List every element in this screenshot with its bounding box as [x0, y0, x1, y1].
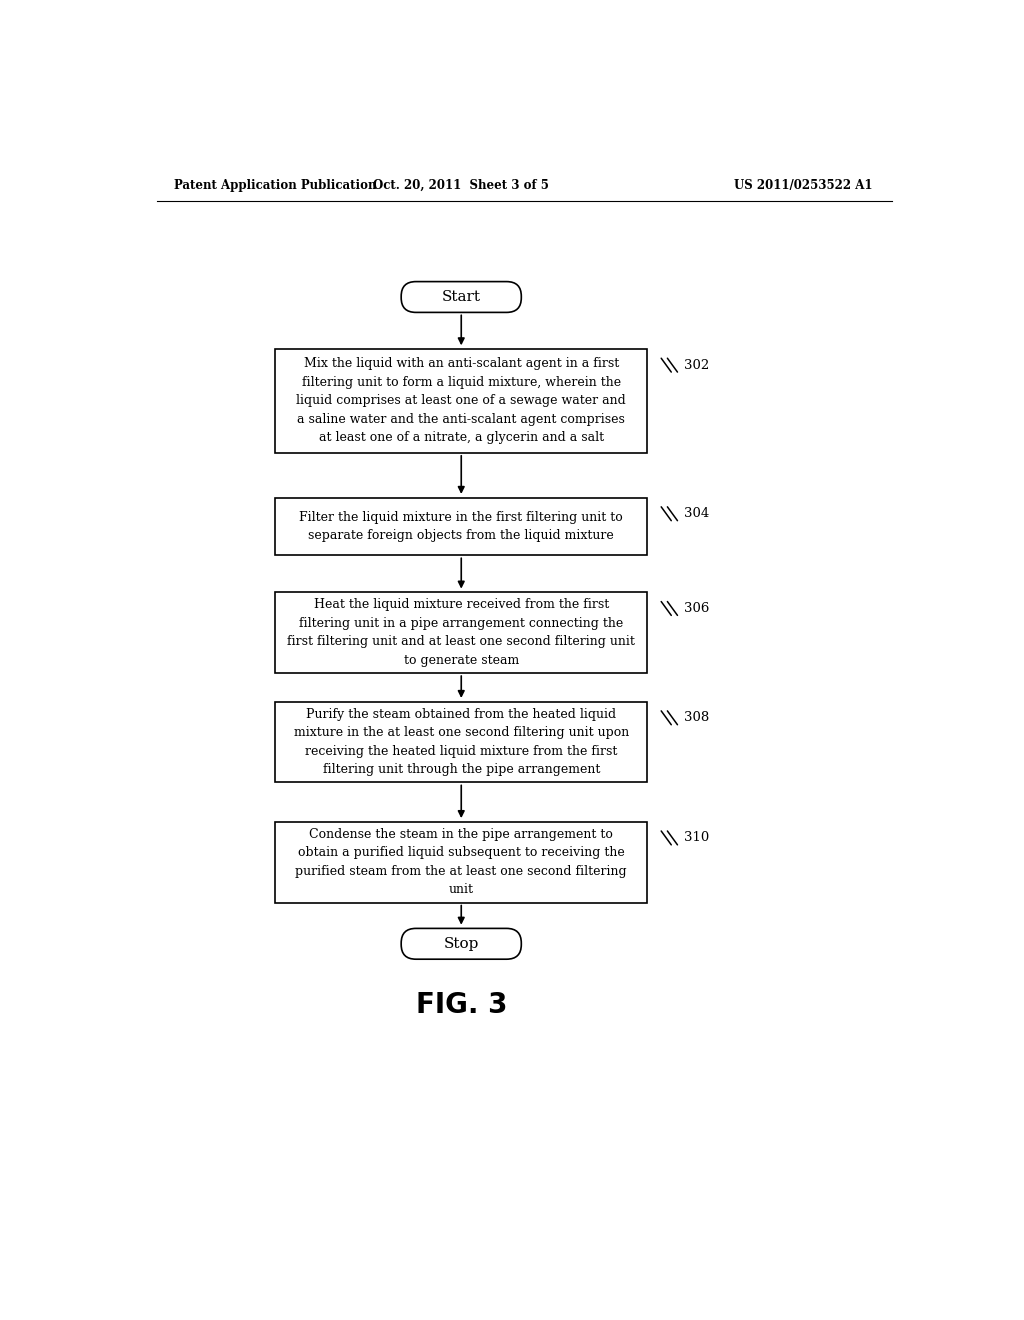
FancyBboxPatch shape: [275, 822, 647, 903]
Text: 304: 304: [684, 507, 709, 520]
FancyBboxPatch shape: [401, 281, 521, 313]
FancyBboxPatch shape: [275, 593, 647, 673]
Text: Oct. 20, 2011  Sheet 3 of 5: Oct. 20, 2011 Sheet 3 of 5: [374, 178, 549, 191]
Text: Start: Start: [441, 290, 480, 304]
Text: 306: 306: [684, 602, 709, 615]
Text: Heat the liquid mixture received from the first
filtering unit in a pipe arrange: Heat the liquid mixture received from th…: [288, 598, 635, 667]
Text: Patent Application Publication: Patent Application Publication: [174, 178, 377, 191]
Text: 308: 308: [684, 711, 709, 725]
FancyBboxPatch shape: [275, 348, 647, 453]
FancyBboxPatch shape: [401, 928, 521, 960]
Text: 302: 302: [684, 359, 709, 372]
FancyBboxPatch shape: [275, 702, 647, 783]
Text: Stop: Stop: [443, 937, 479, 950]
Text: 310: 310: [684, 832, 709, 845]
FancyBboxPatch shape: [275, 498, 647, 556]
Text: FIG. 3: FIG. 3: [416, 991, 507, 1019]
Text: Filter the liquid mixture in the first filtering unit to
separate foreign object: Filter the liquid mixture in the first f…: [299, 511, 624, 543]
Text: Purify the steam obtained from the heated liquid
mixture in the at least one sec: Purify the steam obtained from the heate…: [294, 708, 629, 776]
Text: Condense the steam in the pipe arrangement to
obtain a purified liquid subsequen: Condense the steam in the pipe arrangeme…: [296, 828, 627, 896]
Text: Mix the liquid with an anti-scalant agent in a first
filtering unit to form a li: Mix the liquid with an anti-scalant agen…: [296, 358, 626, 445]
Text: US 2011/0253522 A1: US 2011/0253522 A1: [733, 178, 872, 191]
